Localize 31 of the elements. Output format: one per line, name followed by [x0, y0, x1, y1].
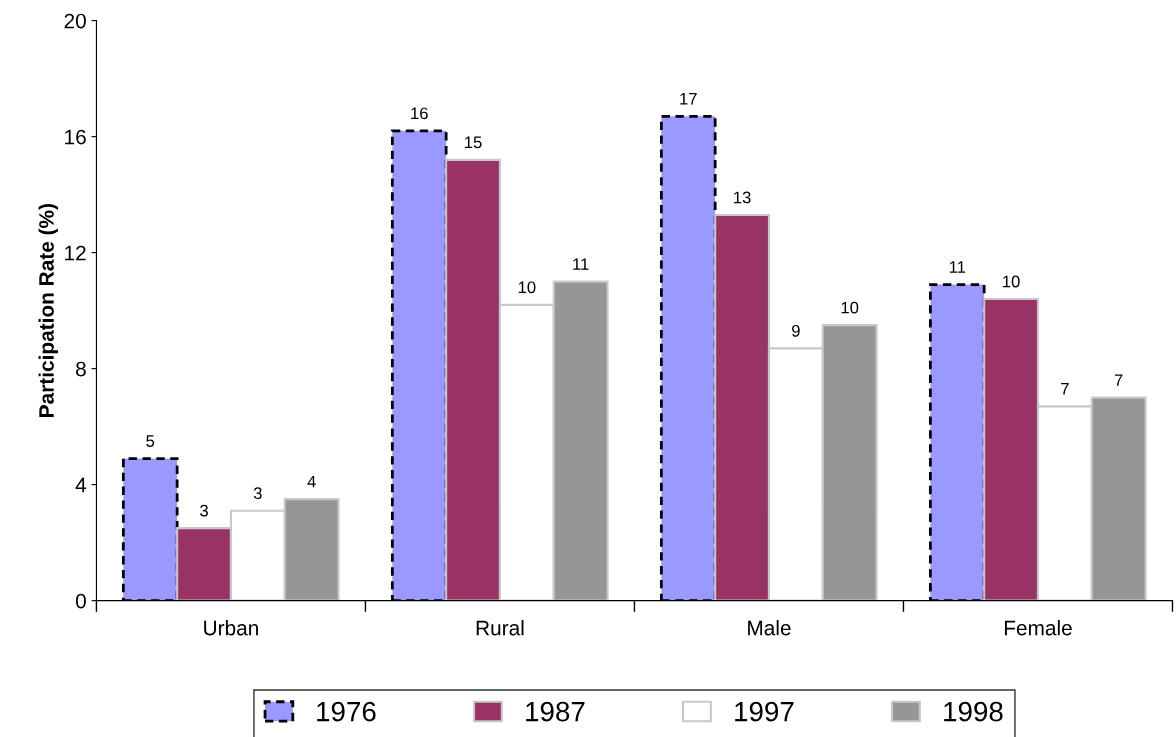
- data-label: 16: [411, 107, 428, 120]
- data-label: 10: [1003, 275, 1020, 288]
- x-tick-label: Female: [1004, 620, 1072, 636]
- y-tick-label: 16: [65, 129, 86, 145]
- data-label: 7: [1114, 374, 1123, 386]
- y-tick-label: 4: [75, 477, 87, 493]
- data-label: 7: [1061, 383, 1069, 395]
- data-label: 3: [200, 504, 208, 517]
- data-label: 9: [792, 324, 800, 337]
- data-label: 17: [680, 93, 697, 105]
- legend-label: 1997: [735, 701, 794, 722]
- data-label: 4: [307, 475, 316, 488]
- data-label: 3: [253, 487, 262, 500]
- data-label: 10: [518, 281, 536, 294]
- y-tick-label: 0: [75, 593, 86, 609]
- x-tick-label: Urban: [204, 620, 258, 636]
- x-tick-label: Male: [748, 620, 791, 636]
- data-label: 11: [573, 258, 589, 270]
- y-tick-label: 12: [65, 245, 86, 261]
- legend-label: 1976: [317, 701, 376, 722]
- data-label: 13: [734, 191, 751, 204]
- data-label: 10: [841, 301, 859, 314]
- legend-label: 1998: [944, 701, 1003, 722]
- y-axis-title: Participation Rate (%): [38, 204, 58, 417]
- y-tick-label: 20: [64, 13, 86, 29]
- legend-label: 1987: [526, 701, 585, 722]
- data-label: 11: [949, 261, 966, 273]
- data-label: 5: [146, 435, 155, 447]
- data-label: 15: [465, 136, 482, 149]
- y-tick-label: 8: [76, 361, 86, 377]
- x-tick-label: Rural: [476, 620, 524, 636]
